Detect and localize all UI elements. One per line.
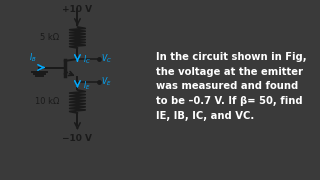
Text: $I_E$: $I_E$ <box>83 80 91 92</box>
Text: 10 kΩ: 10 kΩ <box>35 97 59 106</box>
Text: $I_B$: $I_B$ <box>28 52 36 64</box>
Text: $V_E$: $V_E$ <box>101 76 112 88</box>
Text: 5 kΩ: 5 kΩ <box>40 33 59 42</box>
Text: −10 V: −10 V <box>62 134 92 143</box>
Text: $V_C$: $V_C$ <box>101 53 112 65</box>
Text: In the circuit shown in Fig,
the voltage at the emitter
was measured and found
t: In the circuit shown in Fig, the voltage… <box>156 52 307 121</box>
Text: +10 V: +10 V <box>62 5 92 14</box>
Text: $I_C$: $I_C$ <box>83 54 91 66</box>
